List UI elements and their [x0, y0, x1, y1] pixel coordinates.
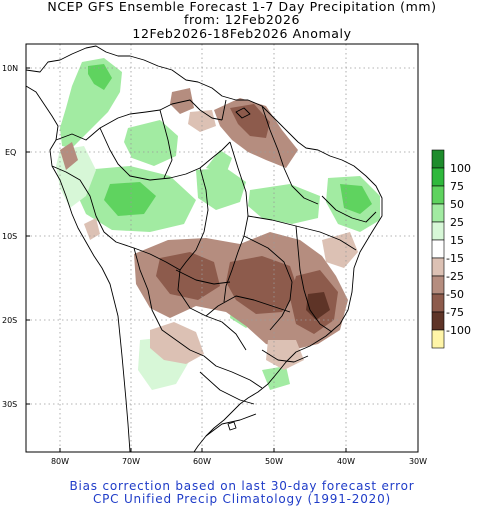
legend-label-25: 25	[450, 216, 464, 229]
lat-label-20s: 20S	[2, 316, 17, 325]
dry-anomaly-region	[322, 232, 358, 268]
legend-label-minus-75: -75	[446, 306, 464, 319]
wet-anomaly-region	[248, 184, 320, 224]
lon-label-70w: 70W	[122, 457, 140, 466]
dry-anomaly-region	[60, 142, 78, 170]
state-border	[159, 109, 173, 179]
title-line-1: NCEP GFS Ensemble Forecast 1-7 Day Preci…	[47, 0, 437, 14]
title-line-3: 12Feb2026-18Feb2026 Anomaly	[132, 26, 352, 41]
wet-anomaly-region	[262, 366, 290, 390]
state-border	[205, 413, 257, 437]
legend-swatch-15-25	[431, 221, 445, 241]
lon-label-80w: 80W	[51, 457, 69, 466]
legend-swatch-m75-m100	[431, 311, 445, 331]
island	[235, 107, 251, 119]
lon-label-30w: 30W	[409, 457, 427, 466]
lon-label-50w: 50W	[265, 457, 283, 466]
state-border	[247, 215, 357, 251]
dry-anomaly-region	[170, 88, 194, 114]
legend-swatch-m50-m75	[431, 293, 445, 313]
state-border	[205, 295, 291, 317]
lon-label-40w: 40W	[337, 457, 355, 466]
legend-swatch-neutral	[431, 239, 445, 259]
lon-label-60w: 60W	[193, 457, 211, 466]
color-legend: 100 75 50 25 15 -15 -25 -50 -75 -100	[431, 149, 471, 349]
footer-line-2: CPC Unified Precip Climatology (1991-202…	[92, 492, 392, 506]
dry-anomaly-region	[226, 256, 298, 314]
legend-label-minus-50: -50	[446, 288, 464, 301]
lat-label-eq: EQ	[5, 148, 16, 157]
legend-swatch-m25-m50	[431, 275, 445, 295]
legend-label-minus-100: -100	[446, 324, 471, 337]
legend-swatch-75-100	[431, 167, 445, 187]
wet-anomaly-region	[88, 64, 112, 90]
footer-line-1: Bias correction based on last 30-day for…	[69, 479, 415, 493]
wet-anomaly-region	[104, 182, 156, 216]
state-border	[295, 225, 333, 333]
map-frame	[25, 43, 419, 453]
axis-ticks	[26, 67, 419, 452]
country-border	[133, 247, 263, 389]
legend-label-100: 100	[450, 162, 471, 175]
map-grid	[26, 44, 418, 452]
state-border	[243, 235, 293, 331]
legend-label-minus-25: -25	[446, 270, 464, 283]
wet-anomaly-region	[124, 120, 178, 166]
legend-swatch-gt100	[431, 149, 445, 169]
country-border	[55, 99, 223, 141]
continent-outline	[25, 45, 383, 453]
state-border	[175, 269, 231, 285]
country-border	[177, 167, 247, 351]
state-border	[321, 195, 377, 223]
legend-swatch-50-75	[431, 185, 445, 205]
state-border	[261, 105, 319, 205]
coastline-and-borders	[25, 45, 383, 453]
legend-label-75: 75	[450, 180, 464, 193]
state-border	[199, 371, 255, 405]
wet-anomaly-region	[206, 150, 232, 174]
legend-swatch-25-50	[431, 203, 445, 223]
continent-outline	[25, 85, 131, 453]
title-line-2: from: 12Feb2026	[183, 12, 301, 27]
country-border	[51, 165, 181, 271]
dry-anomaly-region	[150, 322, 204, 364]
island	[227, 421, 237, 431]
legend-swatch-lt-m100	[431, 329, 445, 349]
legend-label-minus-15: -15	[446, 252, 464, 265]
legend-label-15: 15	[450, 234, 464, 247]
state-border	[261, 349, 309, 363]
dry-anomaly-region	[84, 218, 100, 240]
lat-label-10n: 10N	[2, 64, 18, 73]
wet-anomaly-region	[196, 168, 246, 210]
lat-label-10s: 10S	[2, 232, 17, 241]
state-border	[221, 99, 227, 121]
dry-anomaly-region	[230, 104, 270, 138]
legend-label-50: 50	[450, 198, 464, 211]
dry-anomaly-region	[266, 340, 304, 370]
country-border	[99, 127, 231, 181]
legend-swatch-m15-m25	[431, 257, 445, 277]
lat-label-30s: 30S	[2, 400, 17, 409]
wet-anomaly-region	[340, 184, 372, 214]
